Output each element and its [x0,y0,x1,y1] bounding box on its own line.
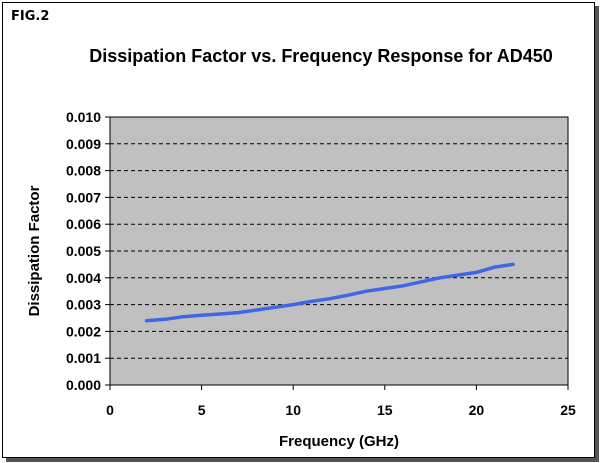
x-tick-label: 25 [560,402,576,418]
y-axis: 0.000 0.001 0.002 0.003 0.004 0.005 0.006 0.007… [66,109,110,393]
x-tick-label: 5 [198,402,206,418]
y-tick-label: 0.001 [66,350,101,366]
x-tick-label: 15 [377,402,393,418]
y-tick-label: 0.009 [66,136,101,152]
y-tick-label: 0.003 [66,297,101,313]
x-axis-title: Frequency (GHz) [279,433,399,450]
y-tick-label: 0.000 [66,377,101,393]
x-tick-label: 0 [106,402,114,418]
series-line [144,262,515,323]
y-tick-label: 0.008 [66,163,101,179]
y-tick-label: 0.010 [66,109,101,125]
figure-label: FIG.2 [11,9,50,24]
y-tick-label: 0.004 [66,270,101,286]
y-tick-label: 0.002 [66,323,101,339]
plot-area [109,116,569,386]
y-axis-title: Dissipation Factor [26,185,43,316]
x-axis: 0 5 10 15 20 25 [106,385,576,418]
y-tick-label: 0.006 [66,216,101,232]
y-tick-label: 0.007 [66,189,101,205]
chart-title: Dissipation Factor vs. Frequency Respons… [89,46,552,66]
grid-lines [110,143,568,359]
y-tick-label: 0.005 [66,243,101,259]
series-layer [144,262,515,323]
x-tick-label: 10 [285,402,301,418]
x-tick-label: 20 [469,402,485,418]
